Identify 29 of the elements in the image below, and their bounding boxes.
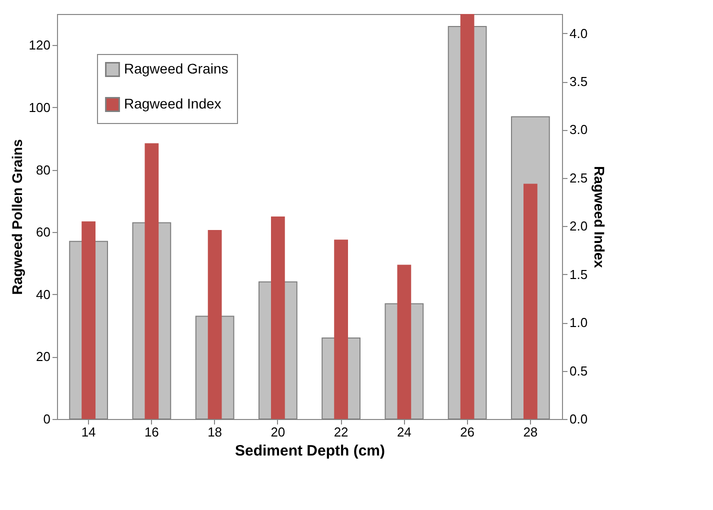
y-axis-title: Ragweed Pollen Grains	[8, 138, 25, 295]
y-tick-label: 0	[43, 412, 50, 426]
x-tick-label: 16	[144, 424, 159, 440]
y-tick-label: 60	[36, 224, 50, 240]
y2-tick-label: 0.5	[570, 363, 588, 378]
y-tick-label: 20	[36, 349, 50, 364]
legend-label: Ragweed Grains	[124, 60, 228, 76]
y2-tick-label: 4.0	[570, 26, 588, 41]
y-tick-label: 120	[28, 38, 50, 53]
y-tick-label: 80	[36, 162, 50, 178]
y2-tick-label: 3.0	[570, 122, 588, 138]
y2-tick-label: 2.0	[570, 218, 588, 234]
y2-tick-label: 0.0	[570, 412, 588, 426]
x-axis-title: Sediment Depth (cm)	[234, 442, 386, 460]
x-tick-label: 26	[460, 424, 475, 440]
y2-tick-label: 1.0	[570, 315, 588, 330]
x-tick-label: 22	[334, 424, 348, 440]
y2-tick-label: 3.5	[570, 74, 588, 89]
x-tick-label: 20	[270, 424, 286, 440]
y-tick-label: 100	[28, 100, 50, 115]
legend-label: Ragweed Index	[124, 96, 222, 112]
y2-axis-title: Ragweed Index	[592, 166, 608, 268]
x-tick-label: 24	[396, 424, 412, 440]
x-tick-label: 14	[81, 424, 96, 440]
x-tick-label: 28	[523, 424, 538, 440]
y2-tick-label: 2.5	[570, 170, 588, 186]
y-tick-label: 40	[36, 286, 50, 302]
x-tick-label: 18	[208, 424, 222, 440]
y2-tick-label: 1.5	[570, 266, 588, 282]
